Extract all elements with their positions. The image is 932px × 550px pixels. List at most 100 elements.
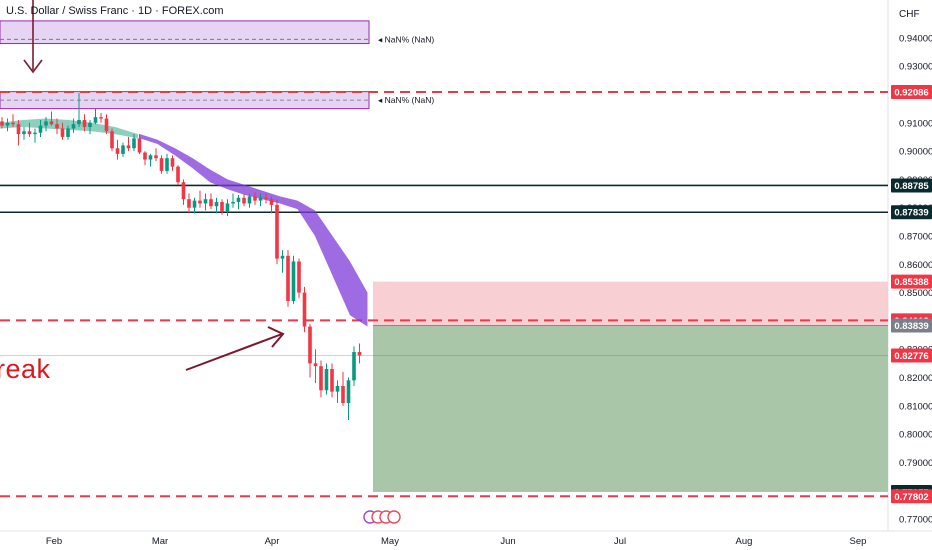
candle-body: [258, 197, 263, 201]
ema-ribbon-purple: [140, 134, 368, 327]
candle-body: [88, 122, 92, 128]
zone-label: ◂ NaN% (NaN): [378, 95, 434, 105]
candle-body: [22, 131, 26, 135]
candle-body: [33, 132, 37, 135]
candle-body: [66, 128, 70, 137]
candle-body: [247, 196, 252, 204]
y-tick-label: 0.85000: [899, 288, 932, 299]
y-tick-label: 0.81000: [899, 401, 932, 412]
candle-body: [352, 352, 356, 381]
candle-body: [110, 131, 114, 149]
candle-body: [0, 121, 4, 126]
candle-body: [269, 199, 274, 205]
candle-body: [214, 202, 219, 207]
candle-body: [341, 385, 345, 403]
candle-body: [55, 124, 59, 129]
x-tick-label: Sep: [850, 536, 867, 547]
candle-body: [71, 124, 76, 129]
x-tick-label: May: [381, 536, 399, 547]
candle-body: [126, 145, 131, 149]
price-label-text: 0.82776: [894, 351, 928, 362]
candle-body: [93, 117, 98, 123]
y-tick-label: 0.77000: [899, 515, 932, 526]
price-label-box: [891, 205, 932, 220]
break-annotation: reak: [0, 354, 51, 384]
x-tick-label: Feb: [46, 536, 62, 547]
candle-body: [236, 197, 241, 203]
price-label-box: [891, 318, 932, 333]
candle-body: [38, 125, 43, 133]
price-label-box: [891, 348, 932, 363]
price-label-text: 0.92086: [894, 88, 928, 99]
price-label-text: 0.85388: [894, 277, 928, 288]
currency-label[interactable]: CHF: [899, 9, 920, 20]
candle-body: [313, 363, 318, 367]
breakout-arrow-head: [267, 326, 285, 348]
candle-body: [159, 158, 164, 171]
candle-body: [60, 128, 65, 137]
breakout-arrow-shaft: [185, 333, 283, 371]
candle-body: [148, 155, 153, 160]
candle-body: [225, 203, 230, 212]
y-tick-label: 0.82000: [899, 373, 932, 384]
price-label-box: [891, 85, 932, 100]
y-tick-label: 0.86000: [899, 260, 932, 271]
x-tick-label: Apr: [265, 536, 280, 547]
candle-body: [209, 199, 213, 207]
down-arrow-head: [23, 59, 43, 74]
price-label-text: 0.87839: [894, 208, 928, 219]
candle-body: [99, 117, 103, 119]
candle-body: [242, 197, 246, 204]
candle-body: [181, 182, 186, 200]
symbol-title[interactable]: U.S. Dollar / Swiss Franc · 1D · FOREX.c…: [6, 5, 224, 17]
candle-body: [231, 202, 235, 204]
price-label-box: [891, 178, 932, 193]
price-label-text: 0.88785: [894, 181, 929, 192]
candle-body: [291, 261, 296, 302]
x-tick-label: Jun: [500, 536, 515, 547]
x-tick-label: Aug: [736, 536, 753, 547]
y-tick-label: 0.94000: [899, 33, 932, 44]
y-tick-label: 0.79000: [899, 458, 932, 469]
candle-body: [198, 200, 202, 204]
candle-body: [5, 122, 10, 126]
candle-body: [324, 369, 329, 391]
y-tick-label: 0.90000: [899, 147, 932, 158]
candle-body: [27, 131, 32, 135]
candle-body: [143, 152, 147, 160]
candle-body: [16, 124, 21, 135]
price-label-text: 0.77802: [894, 492, 928, 503]
candle-body: [77, 119, 81, 125]
candle-body: [192, 200, 197, 208]
candle-body: [297, 261, 301, 293]
y-tick-label: 0.80000: [899, 430, 932, 441]
event-icon: [387, 510, 401, 524]
candle-body: [264, 197, 268, 200]
candle-body: [11, 122, 15, 125]
x-tick-label: Jul: [614, 536, 626, 547]
candle-body: [346, 380, 351, 403]
candle-body: [165, 158, 169, 171]
candle-body: [335, 385, 340, 392]
price-label-box: [891, 274, 932, 289]
candle-body: [121, 145, 125, 154]
y-tick-label: 0.87000: [899, 231, 932, 242]
price-label-text: 0.83839: [894, 321, 928, 332]
y-tick-label: 0.93000: [899, 62, 932, 73]
candle-body: [44, 121, 48, 126]
candle-body: [132, 138, 136, 149]
candle-body: [220, 202, 224, 212]
y-tick-label: 0.91000: [899, 118, 932, 129]
candle-body: [330, 369, 334, 392]
candle-body: [82, 119, 87, 128]
stop-loss-zone: [373, 281, 888, 326]
candle-body: [253, 196, 257, 201]
candle-body: [308, 326, 312, 364]
candle-body: [187, 199, 191, 208]
candle-body: [115, 148, 120, 154]
candle-body: [357, 352, 362, 356]
zone-label: ◂ NaN% (NaN): [378, 34, 434, 44]
candle-body: [319, 366, 323, 391]
price-label-box: [891, 489, 932, 504]
